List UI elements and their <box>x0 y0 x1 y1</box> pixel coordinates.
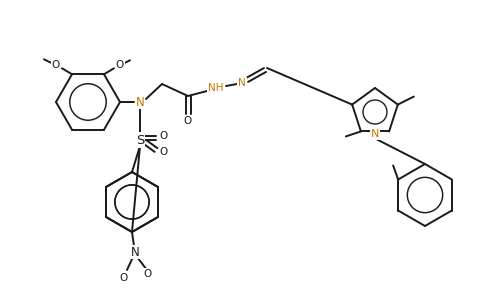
Text: O: O <box>116 60 124 70</box>
Text: N: N <box>130 246 139 258</box>
Text: N: N <box>136 96 144 108</box>
Text: O: O <box>184 116 192 126</box>
Text: N: N <box>238 78 246 88</box>
Text: S: S <box>136 134 144 146</box>
Text: O: O <box>160 131 168 141</box>
Text: NH: NH <box>208 83 224 93</box>
Text: N: N <box>371 130 379 139</box>
Text: O: O <box>119 273 127 283</box>
Text: O: O <box>52 60 60 70</box>
Text: O: O <box>160 147 168 157</box>
Text: O: O <box>144 269 152 279</box>
